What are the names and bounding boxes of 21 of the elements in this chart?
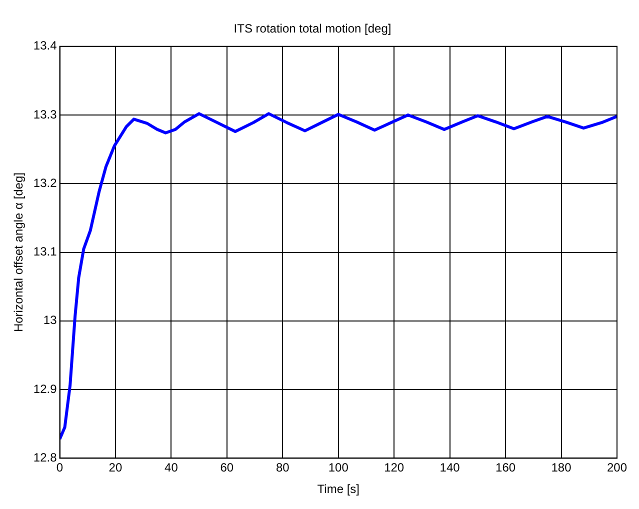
x-tick-label: 20	[108, 460, 122, 475]
x-tick-label: 120	[384, 460, 404, 475]
x-tick-label: 140	[440, 460, 460, 475]
y-tick-label: 13.1	[33, 244, 58, 259]
x-tick-label: 160	[496, 460, 516, 475]
x-tick-label: 100	[328, 460, 349, 475]
x-tick-label: 0	[56, 460, 64, 475]
chart-title: ITS rotation total motion [deg]	[234, 22, 392, 36]
y-tick-label: 13.4	[33, 38, 58, 53]
y-tick-label: 13	[43, 313, 58, 328]
x-tick-label: 180	[551, 460, 572, 475]
y-tick-label: 12.9	[33, 382, 58, 396]
x-axis-title: Time [s]	[317, 482, 360, 496]
x-tick-label: 80	[276, 460, 290, 475]
x-tick-label: 40	[164, 460, 178, 475]
y-tick-label: 12.8	[33, 450, 58, 465]
x-tick-label: 60	[220, 460, 234, 475]
y-tick-label: 13.3	[33, 107, 58, 122]
y-tick-label: 13.2	[33, 176, 58, 190]
y-axis-title: Horizontal offset angle α [deg]	[12, 172, 26, 332]
x-tick-label: 200	[606, 460, 628, 475]
